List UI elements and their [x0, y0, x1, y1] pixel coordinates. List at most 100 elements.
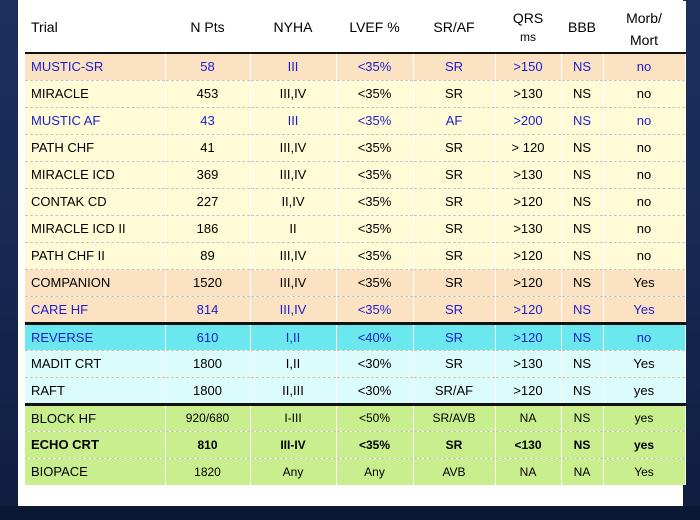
cell-trial: RAFT: [25, 377, 166, 404]
cell-npts: 810: [165, 431, 251, 458]
col-header-rhythm: SR/AF: [413, 1, 496, 53]
cell-nyha: III,IV: [250, 134, 337, 161]
outcome-header-line1: Morb/: [626, 9, 662, 26]
cell-qrs: >130: [495, 215, 562, 242]
cell-npts: 610: [165, 323, 251, 350]
cell-lvef: <50%: [336, 404, 414, 431]
cell-bbb: NS: [561, 161, 604, 188]
cell-outcome: no: [603, 242, 686, 269]
cell-nyha: I-III: [250, 404, 337, 431]
cell-qrs: >120: [495, 323, 562, 350]
cell-bbb: NS: [561, 269, 604, 296]
qrs-header-unit: ms: [520, 29, 536, 44]
cell-qrs: >120: [495, 269, 562, 296]
cell-rhythm: SR/AF: [413, 377, 496, 404]
cell-nyha: II,III: [250, 377, 337, 404]
cell-trial: BIOPACE: [25, 458, 166, 485]
table-row: CONTAK CD 227 II,IV <35% SR >120 NS no: [25, 188, 686, 215]
cell-qrs: >150: [495, 53, 562, 80]
cell-lvef: <35%: [336, 53, 414, 80]
cell-bbb: NS: [561, 323, 604, 350]
cell-bbb: NS: [561, 350, 604, 377]
cell-trial: MIRACLE ICD: [25, 161, 166, 188]
cell-qrs: <130: [495, 431, 562, 458]
table-row: REVERSE 610 I,II <40% SR >120 NS no: [25, 323, 686, 350]
cell-qrs: > 120: [495, 134, 562, 161]
cell-lvef: <35%: [336, 242, 414, 269]
cell-rhythm: SR: [413, 188, 496, 215]
cell-outcome: Yes: [603, 458, 686, 485]
cell-qrs: >200: [495, 107, 562, 134]
cell-outcome: no: [603, 53, 686, 80]
col-header-qrs: QRS ms: [495, 1, 562, 53]
cell-bbb: NS: [561, 431, 604, 458]
cell-qrs: >130: [495, 350, 562, 377]
cell-npts: 1820: [165, 458, 251, 485]
col-header-bbb: BBB: [561, 1, 604, 53]
cell-nyha: III: [250, 107, 337, 134]
col-header-trial: Trial: [25, 1, 166, 53]
crt-trials-table: Trial N Pts NYHA LVEF % SR/AF QRS ms BBB …: [25, 1, 686, 485]
cell-outcome: no: [603, 323, 686, 350]
cell-rhythm: SR: [413, 215, 496, 242]
table-row: CARE HF 814 III,IV <35% SR >120 NS Yes: [25, 296, 686, 323]
cell-bbb: NS: [561, 215, 604, 242]
col-header-lvef: LVEF %: [336, 1, 414, 53]
cell-trial: MIRACLE ICD II: [25, 215, 166, 242]
table-row: MIRACLE ICD II 186 II <35% SR >130 NS no: [25, 215, 686, 242]
cell-bbb: NS: [561, 80, 604, 107]
table-row: BLOCK HF 920/680 I-III <50% SR/AVB NA NS…: [25, 404, 686, 431]
cell-npts: 920/680: [165, 404, 251, 431]
cell-outcome: no: [603, 80, 686, 107]
cell-outcome: no: [603, 161, 686, 188]
cell-rhythm: SR: [413, 80, 496, 107]
cell-lvef: <35%: [336, 188, 414, 215]
cell-outcome: no: [603, 107, 686, 134]
table-row: MUSTIC AF 43 III <35% AF >200 NS no: [25, 107, 686, 134]
cell-trial: MUSTIC-SR: [25, 53, 166, 80]
cell-qrs: >120: [495, 377, 562, 404]
table-row: MIRACLE ICD 369 III,IV <35% SR >130 NS n…: [25, 161, 686, 188]
cell-trial: MUSTIC AF: [25, 107, 166, 134]
cell-rhythm: SR: [413, 161, 496, 188]
cell-trial: REVERSE: [25, 323, 166, 350]
cell-outcome: Yes: [603, 269, 686, 296]
cell-lvef: <30%: [336, 377, 414, 404]
cell-qrs: >120: [495, 188, 562, 215]
cell-nyha: I,II: [250, 350, 337, 377]
cell-lvef: <40%: [336, 323, 414, 350]
cell-bbb: NS: [561, 242, 604, 269]
slide-bottom-bar: [0, 506, 700, 520]
cell-rhythm: SR: [413, 134, 496, 161]
cell-npts: 227: [165, 188, 251, 215]
cell-qrs: >130: [495, 80, 562, 107]
col-header-npts: N Pts: [165, 1, 251, 53]
table-row: BIOPACE 1820 Any Any AVB NA NA Yes: [25, 458, 686, 485]
cell-trial: COMPANION: [25, 269, 166, 296]
cell-lvef: <35%: [336, 161, 414, 188]
cell-rhythm: AF: [413, 107, 496, 134]
cell-bbb: NS: [561, 377, 604, 404]
cell-npts: 1800: [165, 377, 251, 404]
cell-lvef: <30%: [336, 350, 414, 377]
cell-npts: 369: [165, 161, 251, 188]
outcome-header-line2: Mort: [630, 31, 658, 48]
cell-outcome: yes: [603, 377, 686, 404]
cell-outcome: Yes: [603, 350, 686, 377]
cell-trial: MADIT CRT: [25, 350, 166, 377]
cell-outcome: yes: [603, 404, 686, 431]
cell-nyha: III,IV: [250, 80, 337, 107]
cell-trial: ECHO CRT: [25, 431, 166, 458]
cell-rhythm: SR: [413, 323, 496, 350]
cell-npts: 43: [165, 107, 251, 134]
table-row: MUSTIC-SR 58 III <35% SR >150 NS no: [25, 53, 686, 80]
cell-outcome: no: [603, 134, 686, 161]
cell-lvef: <35%: [336, 80, 414, 107]
cell-lvef: <35%: [336, 215, 414, 242]
table-row: PATH CHF II 89 III,IV <35% SR >120 NS no: [25, 242, 686, 269]
cell-lvef: Any: [336, 458, 414, 485]
cell-qrs: >130: [495, 161, 562, 188]
cell-qrs: >120: [495, 242, 562, 269]
cell-qrs: NA: [495, 404, 562, 431]
cell-outcome: no: [603, 215, 686, 242]
